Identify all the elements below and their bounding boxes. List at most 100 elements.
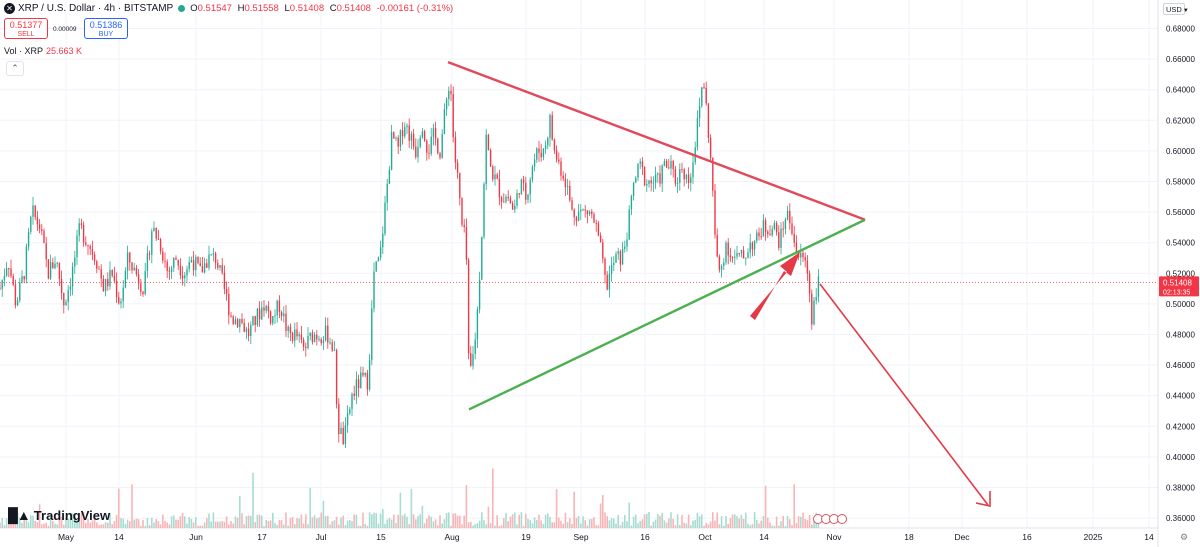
candle — [646, 183, 648, 186]
candle — [432, 128, 435, 137]
time-tick-label: 19 — [521, 532, 531, 542]
price-tick-label: 0.46000 — [1166, 361, 1195, 370]
volume-bar — [476, 523, 479, 528]
candle — [322, 340, 325, 344]
currency-selector[interactable]: USD▼ — [1163, 3, 1189, 15]
volume-bar — [250, 515, 252, 528]
volume-bar — [437, 525, 439, 528]
price-axis[interactable]: 0.68000 0.66000 0.64000 0.62000 0.60000 0.580… — [1159, 25, 1199, 524]
candle — [41, 229, 43, 231]
candle — [344, 425, 347, 444]
volume-bar — [190, 518, 193, 528]
candle — [265, 305, 267, 311]
volume-bar — [657, 514, 659, 528]
candle — [89, 246, 91, 249]
buy-button[interactable]: 0.51386 BUY — [84, 18, 128, 39]
volume-bar — [351, 521, 353, 528]
volume-bar — [170, 516, 173, 528]
volume-bar — [223, 521, 226, 528]
volume-bar — [536, 519, 538, 528]
candle — [815, 297, 817, 301]
buy-price: 0.51386 — [89, 20, 123, 30]
symbol-title[interactable]: XRP / U.S. Dollar · 4h · BITSTAMP — [18, 3, 174, 14]
candle — [569, 186, 571, 201]
candle — [19, 282, 21, 301]
tradingview-logo[interactable]: █▲ TradingView — [8, 507, 110, 523]
price-tick-label: 0.54000 — [1166, 239, 1195, 248]
volume-bar — [580, 523, 582, 528]
candle — [511, 203, 514, 210]
volume-legend[interactable]: Vol · XRP 25.663 K — [4, 46, 82, 56]
candle — [562, 175, 564, 179]
candle — [736, 253, 738, 257]
volume-bar — [109, 512, 111, 528]
volume-bar — [560, 520, 562, 528]
candle — [335, 350, 338, 405]
candle — [577, 211, 580, 221]
candle — [670, 160, 672, 169]
candle — [707, 103, 710, 138]
chevron-up-icon[interactable]: ⌃ — [6, 61, 24, 76]
grid — [0, 0, 1159, 547]
volume-bar — [283, 524, 285, 528]
candle — [298, 334, 300, 337]
volume-bar — [14, 523, 17, 528]
volume-bar — [173, 515, 175, 528]
volume-bar — [549, 516, 551, 528]
candle — [87, 244, 89, 247]
volume-bar — [813, 521, 815, 528]
volume-bar — [32, 515, 34, 528]
volume-bar — [421, 505, 424, 528]
candle — [709, 137, 712, 158]
candle — [126, 252, 129, 271]
volume-bar — [478, 520, 481, 528]
volume-bar — [789, 519, 791, 528]
volume-bar — [555, 489, 558, 528]
candle — [14, 284, 17, 306]
candle — [806, 260, 809, 274]
drawings[interactable] — [0, 61, 1158, 524]
candle — [364, 372, 366, 376]
candle — [496, 174, 498, 179]
volume-bar — [335, 516, 338, 528]
candle — [428, 152, 430, 154]
volume-bar — [714, 520, 716, 528]
volume-bar — [322, 500, 325, 528]
candle — [91, 248, 94, 255]
candle — [404, 127, 406, 137]
candle — [69, 286, 72, 291]
time-tick-label: 16 — [640, 532, 650, 542]
candle — [109, 270, 111, 287]
volume-bar — [531, 523, 534, 528]
time-axis[interactable]: May 14 Jun 17 Jul 15 Aug 19 Sep 16 Oct 14 Nov 18 Dec 16… — [58, 532, 1188, 543]
sell-button[interactable]: 0.51377 SELL — [4, 18, 48, 39]
volume-bar — [393, 514, 395, 528]
volume-bar — [500, 525, 503, 528]
candle — [505, 196, 507, 202]
candle — [151, 231, 153, 255]
time-tick-label: 14 — [1144, 532, 1154, 542]
volume-bar — [731, 514, 734, 528]
candle — [450, 90, 452, 94]
volume-bar — [599, 503, 602, 528]
volume-bar — [228, 524, 230, 528]
candle — [595, 222, 597, 224]
candle — [395, 137, 397, 139]
candle — [173, 258, 175, 268]
candle — [771, 229, 773, 236]
candle — [162, 251, 164, 261]
candle — [379, 247, 382, 258]
volume-bar — [146, 518, 149, 528]
candle — [520, 179, 523, 195]
candle — [43, 230, 45, 244]
volume-bar — [795, 522, 798, 528]
candle — [780, 228, 782, 248]
candle — [448, 90, 450, 99]
candle — [254, 316, 256, 326]
candle — [190, 260, 193, 263]
volume-bar — [628, 502, 630, 528]
candle — [181, 275, 184, 279]
volume-bar — [738, 518, 740, 528]
